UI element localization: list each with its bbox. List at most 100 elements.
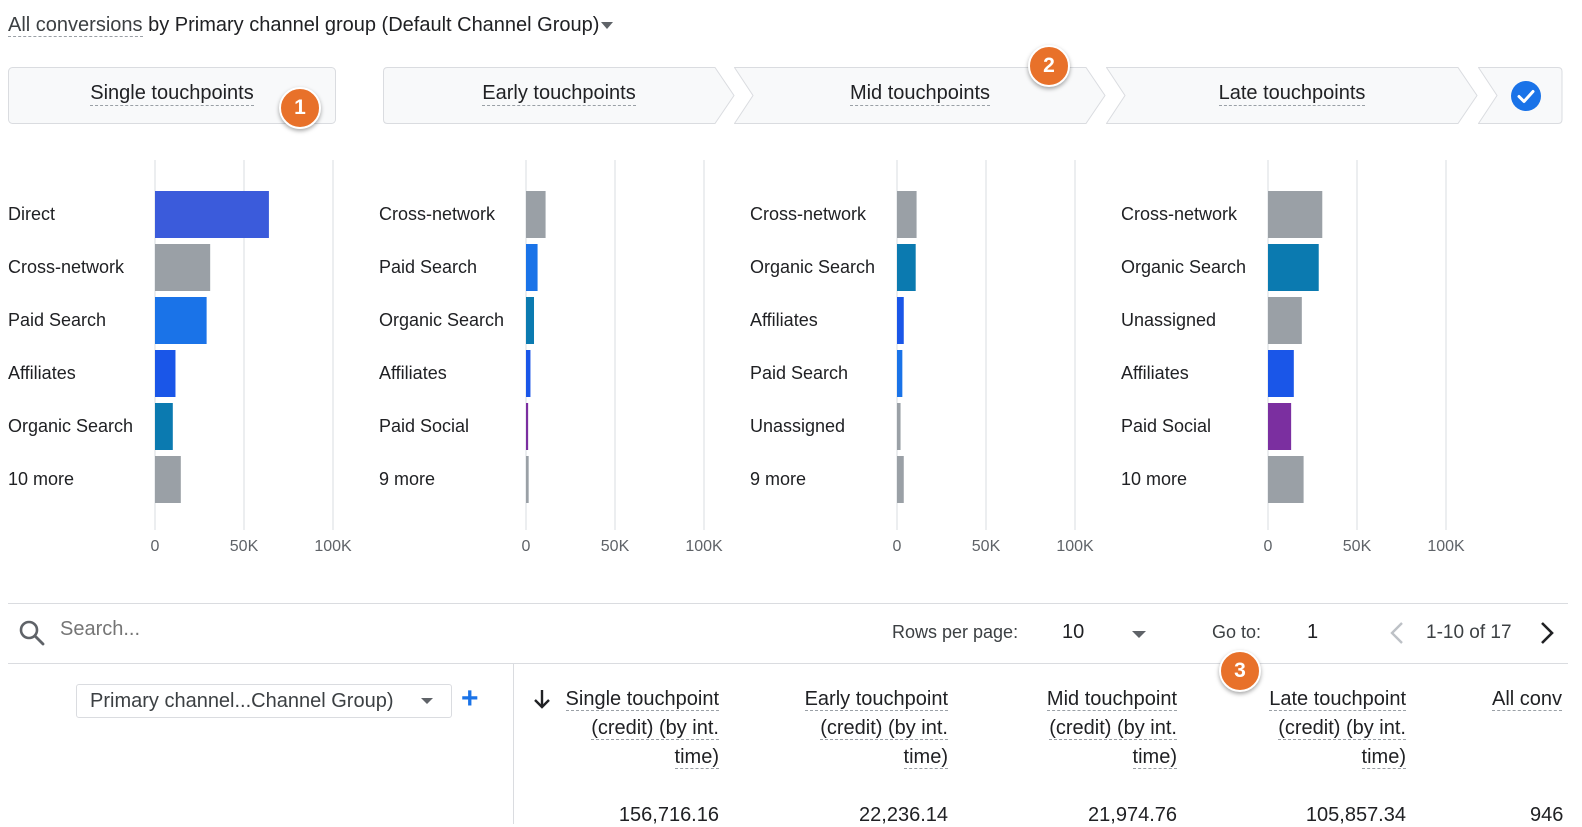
category-label: Unassigned [1121,310,1216,330]
category-label: Organic Search [8,416,133,436]
bar [526,403,529,450]
chevron-down-icon [421,698,433,704]
table-cell: 22,236.14 [859,804,948,826]
column-header-line: time) [1361,746,1406,769]
column-header-mid[interactable]: Mid touchpoint (credit) (by int. time) [1046,685,1177,772]
bar [1268,191,1323,238]
stage-tab-single[interactable]: Single touchpoints [8,67,336,124]
chart-late-touchpoints: 0 50K 100K Cross-network Organic Search Unass… [1113,150,1483,565]
tick-label: 50K [230,538,259,555]
category-label: Paid Search [8,310,106,330]
column-header-early[interactable]: Early touchpoint (credit) (by int. time) [804,685,948,772]
tick-label: 50K [972,538,1001,555]
bar [897,456,904,503]
column-header-single[interactable]: Single touchpoint (credit) (by int. time… [565,685,719,772]
category-label: Cross-network [8,257,125,277]
category-label: Unassigned [750,416,845,436]
category-label: Organic Search [1121,257,1246,277]
category-label: Affiliates [8,363,76,383]
stage-tab-early[interactable]: Early touchpoints [383,67,735,124]
bar-chart-svg: 0 50K 100K Cross-network Organic Search Unass… [1121,160,1465,555]
table-cell: 946 [1530,804,1564,826]
bar-chart-svg: 0 50K 100K Cross-network Paid Search Organic … [379,160,723,555]
column-header-line: Single touchpoint [565,688,719,711]
category-label: 9 more [750,469,806,489]
stage-tab-shape [1106,67,1478,124]
bar [1268,350,1294,397]
column-header-late[interactable]: Late touchpoint (credit) (by int. time) [1269,685,1406,772]
tick-label: 50K [601,538,630,555]
category-label: Direct [8,204,55,224]
category-label: Paid Search [379,257,477,277]
callout-badge-3: 3 [1219,650,1261,692]
chart-single-touchpoints: 0 50K 100K Direct Cross-network Paid Search Af… [0,150,370,565]
bar [897,350,903,397]
tick-label: 0 [522,538,531,555]
chevron-down-icon[interactable] [1132,631,1146,638]
bar [897,191,917,238]
tick-label: 100K [1427,538,1465,555]
dimension-selector[interactable]: Primary channel group (Default Channel G… [174,14,600,36]
search-input[interactable] [60,618,360,641]
chevron-right-icon[interactable] [1536,620,1558,651]
column-header-line: time) [903,746,948,769]
goto-label: Go to: [1212,622,1262,642]
dimension-select[interactable]: Primary channel...Channel Group) [76,684,452,718]
category-label: Cross-network [379,204,496,224]
category-label: Affiliates [750,310,818,330]
sort-descending-icon[interactable] [532,688,552,715]
bar [526,297,535,344]
column-header-line: time) [674,746,719,769]
chevron-left-icon[interactable] [1386,620,1408,651]
stage-tab-mid[interactable]: Mid touchpoints [734,67,1106,124]
bar [526,191,546,238]
divider [8,663,1568,664]
category-label: Cross-network [1121,204,1238,224]
column-header-line: All conv [1492,688,1563,711]
stage-tab-shape [383,67,735,124]
column-header-line: time) [1132,746,1177,769]
stage-label-late: Late touchpoints [1218,82,1366,106]
dimension-dropdown-icon[interactable] [601,22,614,30]
column-header-line: (credit) (by int. [1278,717,1406,740]
report-title: All conversions by Primary channel group… [8,14,614,37]
bar [155,191,269,238]
stage-tab-conversion[interactable] [1478,67,1582,124]
bar [897,244,916,291]
goto-page-input[interactable]: 1 [1307,621,1319,643]
chart-early-touchpoints: 0 50K 100K Cross-network Paid Search Organic … [371,150,741,565]
stage-label-early: Early touchpoints [482,82,636,106]
tick-label: 0 [1264,538,1273,555]
bar [526,244,538,291]
bar [897,403,901,450]
category-label: 10 more [1121,469,1187,489]
bar [1268,403,1292,450]
bar [1268,456,1304,503]
pagination-range: 1-10 of 17 [1426,622,1512,643]
stage-tab-late[interactable]: Late touchpoints [1106,67,1478,124]
search-icon[interactable] [18,619,46,652]
callout-badge-2: 2 [1028,45,1070,87]
rows-per-page-select[interactable]: 10 [1062,621,1085,643]
tick-label: 0 [151,538,160,555]
bar [1268,297,1302,344]
add-dimension-button[interactable]: + [461,682,479,715]
stage-label-mid: Mid touchpoints [849,82,991,106]
chart-mid-touchpoints: 0 50K 100K Cross-network Organic Search Affil… [742,150,1112,565]
category-label: Organic Search [379,310,504,330]
column-header-line: (credit) (by int. [1049,717,1177,740]
bar [155,403,173,450]
column-header-line: Early touchpoint [804,688,948,711]
rows-per-page-label: Rows per page: [892,622,1019,642]
category-label: Paid Social [379,416,469,436]
bar [897,297,904,344]
column-divider [513,664,514,824]
tick-label: 100K [1056,538,1094,555]
divider [8,603,1568,604]
category-label: Paid Search [750,363,848,383]
bar-chart-svg: 0 50K 100K Direct Cross-network Paid Search Af… [8,160,352,555]
column-header-all-conversions[interactable]: All conv [1492,685,1563,714]
bar [155,456,181,503]
tick-label: 0 [893,538,902,555]
metric-selector[interactable]: All conversions [8,14,143,37]
